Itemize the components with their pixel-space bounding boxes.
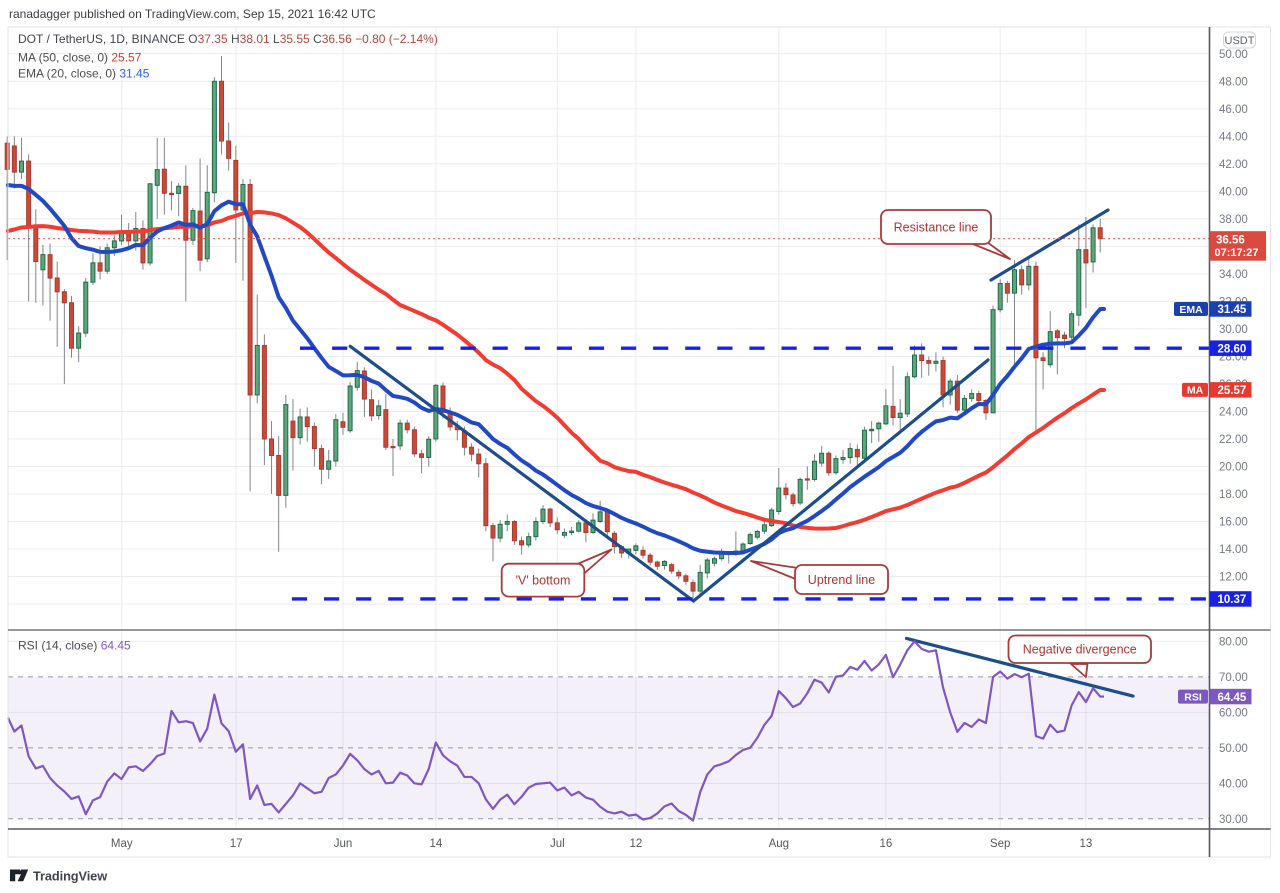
svg-text:34.00: 34.00 xyxy=(1219,269,1248,281)
svg-text:MA: MA xyxy=(1187,385,1204,397)
svg-text:RSI: RSI xyxy=(1184,691,1202,703)
svg-text:17: 17 xyxy=(230,838,243,850)
svg-text:70.00: 70.00 xyxy=(1219,672,1248,684)
svg-text:Resistance line: Resistance line xyxy=(894,220,979,234)
svg-text:07:17:27: 07:17:27 xyxy=(1215,247,1259,259)
svg-text:16.00: 16.00 xyxy=(1219,517,1248,529)
svg-text:31.45: 31.45 xyxy=(1218,304,1247,316)
svg-text:22.00: 22.00 xyxy=(1219,434,1248,446)
svg-text:48.00: 48.00 xyxy=(1219,76,1248,88)
svg-text:Uptrend line: Uptrend line xyxy=(808,573,875,587)
svg-text:40.00: 40.00 xyxy=(1219,186,1248,198)
svg-text:25.57: 25.57 xyxy=(1218,385,1247,397)
svg-text:Negative divergence: Negative divergence xyxy=(1023,643,1137,657)
svg-text:14: 14 xyxy=(430,838,443,850)
svg-text:Jun: Jun xyxy=(334,838,353,850)
svg-text:USDT: USDT xyxy=(1225,35,1255,47)
svg-text:TradingView: TradingView xyxy=(33,869,107,884)
svg-text:RSI (14, close) 64.45: RSI (14, close) 64.45 xyxy=(18,639,131,653)
svg-text:16: 16 xyxy=(880,838,893,850)
svg-text:50.00: 50.00 xyxy=(1219,49,1248,61)
svg-text:EMA (20, close, 0) 31.45: EMA (20, close, 0) 31.45 xyxy=(18,67,150,81)
svg-text:42.00: 42.00 xyxy=(1219,159,1248,171)
svg-text:DOT / TetherUS, 1D, BINANCE O3: DOT / TetherUS, 1D, BINANCE O37.35 H38.0… xyxy=(18,32,438,46)
svg-text:28.60: 28.60 xyxy=(1218,343,1247,355)
svg-text:40.00: 40.00 xyxy=(1219,778,1248,790)
svg-text:May: May xyxy=(111,838,133,850)
svg-text:38.00: 38.00 xyxy=(1219,214,1248,226)
svg-text:Sep: Sep xyxy=(990,838,1010,850)
svg-text:ranadagger published on Tradin: ranadagger published on TradingView.com,… xyxy=(9,7,376,21)
svg-text:Jul: Jul xyxy=(550,838,565,850)
svg-text:30.00: 30.00 xyxy=(1219,814,1248,826)
svg-text:14.00: 14.00 xyxy=(1219,544,1248,556)
svg-text:12: 12 xyxy=(630,838,643,850)
svg-text:60.00: 60.00 xyxy=(1219,707,1248,719)
svg-text:24.00: 24.00 xyxy=(1219,406,1248,418)
svg-text:10.37: 10.37 xyxy=(1218,594,1247,606)
svg-text:12.00: 12.00 xyxy=(1219,572,1248,584)
svg-text:80.00: 80.00 xyxy=(1219,636,1248,648)
svg-text:EMA: EMA xyxy=(1179,304,1203,316)
svg-text:13: 13 xyxy=(1080,838,1093,850)
svg-text:20.00: 20.00 xyxy=(1219,461,1248,473)
svg-text:Aug: Aug xyxy=(769,838,789,850)
svg-text:'V' bottom: 'V' bottom xyxy=(516,573,571,587)
svg-text:30.00: 30.00 xyxy=(1219,324,1248,336)
svg-text:46.00: 46.00 xyxy=(1219,104,1248,116)
svg-text:36.56: 36.56 xyxy=(1216,235,1245,247)
svg-text:18.00: 18.00 xyxy=(1219,489,1248,501)
svg-text:MA (50, close, 0) 25.57: MA (50, close, 0) 25.57 xyxy=(18,51,142,65)
svg-text:64.45: 64.45 xyxy=(1218,692,1247,704)
svg-text:50.00: 50.00 xyxy=(1219,743,1248,755)
svg-text:44.00: 44.00 xyxy=(1219,131,1248,143)
